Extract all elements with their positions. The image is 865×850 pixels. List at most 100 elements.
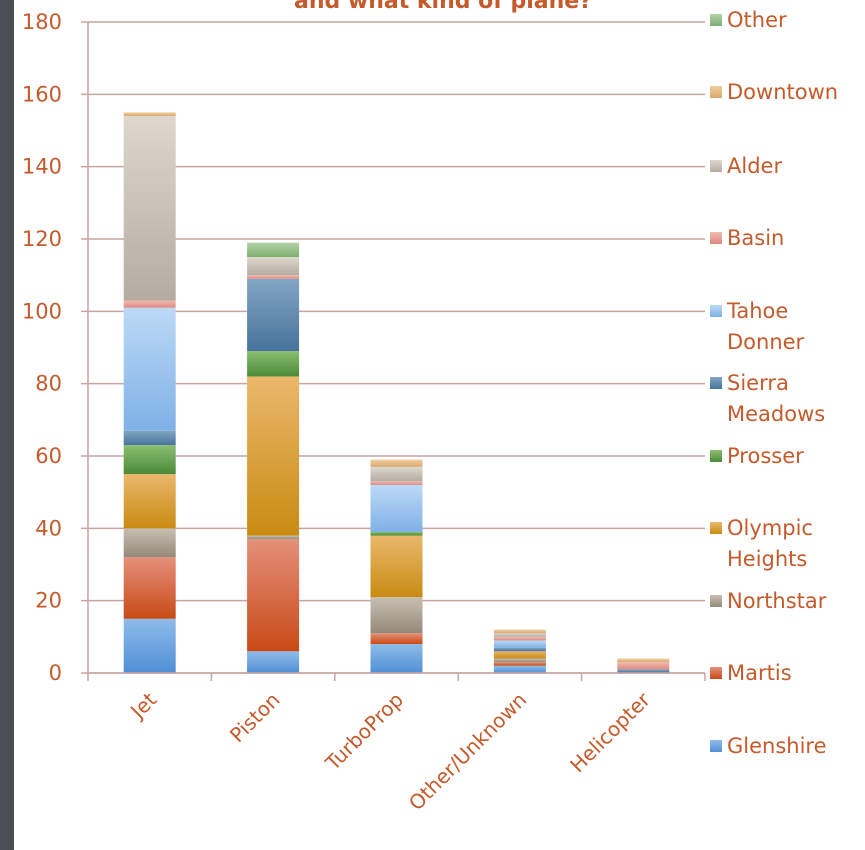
y-tick-label-0: 0 xyxy=(49,661,62,685)
legend-item-olympic-heights: Olympic Heights xyxy=(710,516,813,571)
bar-jet-downtown xyxy=(123,112,176,117)
bar-piston-glenshire xyxy=(247,651,300,673)
legend-item-other: Other xyxy=(710,8,787,32)
y-tick-label-160: 160 xyxy=(22,82,62,106)
legend-swatch-other xyxy=(710,14,722,26)
legend-swatch-sierra-meadows xyxy=(710,377,722,389)
legend-item-glenshire: Glenshire xyxy=(710,734,827,758)
legend-item-alder: Alder xyxy=(710,154,782,178)
bar-other-unknown-martis xyxy=(493,662,546,666)
bar-turboprop-basin xyxy=(370,481,423,485)
legend-swatch-martis xyxy=(710,667,722,679)
bar-jet-alder xyxy=(123,116,176,301)
bar-jet-martis xyxy=(123,557,176,619)
y-tick-label-80: 80 xyxy=(35,372,62,396)
legend-swatch-northstar xyxy=(710,595,722,607)
x-tick-label-jet: Jet xyxy=(124,687,161,724)
bar-jet-basin xyxy=(123,300,176,308)
bar-jet-northstar xyxy=(123,528,176,558)
bar-turboprop-tahoe-donner xyxy=(370,484,423,532)
legend-item-tahoe-donner: Tahoe Donner xyxy=(710,299,805,354)
legend-item-downtown: Downtown xyxy=(710,80,838,104)
bar-other-unknown-downtown xyxy=(493,629,546,634)
bar-turboprop-prosser xyxy=(370,531,423,536)
legend-label-northstar: Northstar xyxy=(727,589,827,613)
bar-helicopter-sierra-meadows xyxy=(617,669,670,673)
bar-jet-sierra-meadows xyxy=(123,430,176,446)
legend-swatch-basin xyxy=(710,232,722,244)
legend-swatch-downtown xyxy=(710,86,722,98)
bar-other-unknown-olympic-heights xyxy=(493,651,546,659)
bar-piston-olympic-heights xyxy=(247,376,300,536)
bar-turboprop-olympic-heights xyxy=(370,535,423,598)
bar-helicopter-downtown xyxy=(617,658,670,663)
legend-label-alder: Alder xyxy=(727,154,782,178)
bar-piston-sierra-meadows xyxy=(247,278,300,352)
bar-stack-piston xyxy=(247,242,300,673)
bar-turboprop-glenshire xyxy=(370,644,423,673)
legend-swatch-tahoe-donner xyxy=(710,305,722,317)
legend-label-sierra-meadows-line2: Meadows xyxy=(727,402,825,426)
x-tick-label-piston: Piston xyxy=(225,688,285,748)
bar-turboprop-martis xyxy=(370,633,423,645)
y-tick-label-140: 140 xyxy=(22,155,62,179)
y-tick-label-100: 100 xyxy=(22,299,62,323)
bar-piston-martis xyxy=(247,539,300,652)
bar-piston-prosser xyxy=(247,351,300,377)
bar-turboprop-downtown xyxy=(370,459,423,467)
y-tick-label-120: 120 xyxy=(22,227,62,251)
legend-item-northstar: Northstar xyxy=(710,589,827,613)
x-tick-label-helicopter: Helicopter xyxy=(565,687,655,777)
bar-stack-turboprop xyxy=(370,459,423,673)
legend-label-olympic-heights-line1: Olympic xyxy=(727,516,813,540)
bars xyxy=(123,112,670,673)
y-tick-label-40: 40 xyxy=(35,516,62,540)
bar-piston-basin xyxy=(247,275,300,279)
left-window-strip xyxy=(0,0,14,850)
legend-label-prosser: Prosser xyxy=(727,444,804,468)
legend-label-martis: Martis xyxy=(727,661,792,685)
legend-item-martis: Martis xyxy=(710,661,792,685)
legend-label-downtown: Downtown xyxy=(727,80,838,104)
bar-stack-jet xyxy=(123,112,176,673)
bar-jet-tahoe-donner xyxy=(123,307,176,431)
bar-piston-northstar xyxy=(247,535,300,540)
bar-piston-alder xyxy=(247,257,300,276)
bar-other-unknown-glenshire xyxy=(493,665,546,673)
x-tick-label-other-unknown: Other/Unknown xyxy=(404,688,532,816)
legend: Glenshire Martis Northstar Olympic Heights Pr… xyxy=(710,8,838,758)
legend-label-basin: Basin xyxy=(727,226,784,250)
bar-other-unknown-sierra-meadows xyxy=(493,647,546,652)
bar-stack-other-unknown xyxy=(493,629,546,673)
legend-label-glenshire: Glenshire xyxy=(727,734,827,758)
bar-other-unknown-northstar xyxy=(493,658,546,663)
y-tick-label-180: 180 xyxy=(22,10,62,34)
chart-title: and what kind of plane? xyxy=(294,0,592,14)
x-tick-label-turboprop: TurboProp xyxy=(320,688,408,776)
legend-label-tahoe-donner-line2: Donner xyxy=(727,330,805,354)
bar-other-unknown-basin xyxy=(493,636,546,641)
bar-jet-glenshire xyxy=(123,618,176,673)
legend-label-sierra-meadows-line1: Sierra xyxy=(727,371,789,395)
y-tick-label-60: 60 xyxy=(35,444,62,468)
legend-swatch-prosser xyxy=(710,450,722,462)
legend-swatch-glenshire xyxy=(710,740,722,752)
bar-stack-helicopter xyxy=(617,658,670,673)
legend-item-basin: Basin xyxy=(710,226,784,250)
bar-helicopter-basin xyxy=(617,662,670,670)
bar-turboprop-northstar xyxy=(370,597,423,634)
legend-item-prosser: Prosser xyxy=(710,444,804,468)
bar-piston-other xyxy=(247,242,300,258)
y-axis: 0 20 40 60 80 100 120 140 160 180 xyxy=(22,10,89,685)
legend-swatch-olympic-heights xyxy=(710,522,722,534)
y-tick-label-20: 20 xyxy=(35,589,62,613)
legend-swatch-alder xyxy=(710,160,722,172)
bar-turboprop-alder xyxy=(370,466,423,482)
bar-jet-olympic-heights xyxy=(123,474,176,529)
legend-label-olympic-heights-line2: Heights xyxy=(727,547,807,571)
bar-other-unknown-alder xyxy=(493,633,546,637)
bar-jet-prosser xyxy=(123,445,176,475)
